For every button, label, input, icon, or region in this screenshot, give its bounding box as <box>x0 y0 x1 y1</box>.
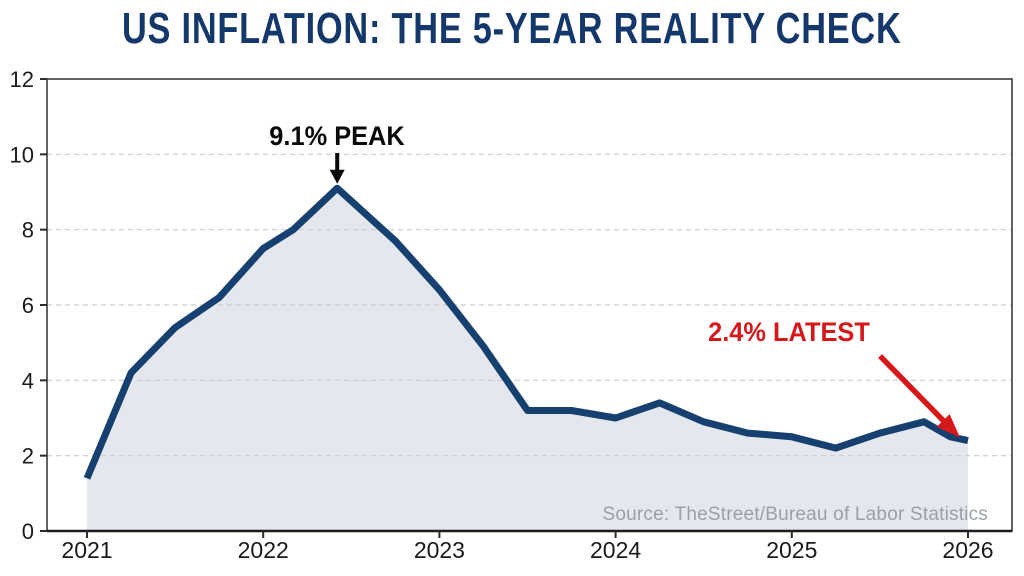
x-axis-tick-label: 2025 <box>766 537 817 563</box>
x-axis-tick-label: 2022 <box>238 537 289 563</box>
y-axis-tick-label: 10 <box>10 142 34 167</box>
area-fill <box>87 188 968 531</box>
latest-arrow-icon <box>878 354 947 424</box>
data-line <box>83 184 969 480</box>
x-axis-tick-label: 2024 <box>590 537 641 563</box>
y-axis-tick-label: 8 <box>22 218 34 243</box>
y-axis-tick-label: 0 <box>22 519 34 544</box>
x-axis-tick-label: 2026 <box>942 537 993 563</box>
latest-arrow-icon <box>936 414 960 438</box>
page-title: US INFLATION: THE 5-YEAR REALITY CHECK <box>122 4 902 53</box>
x-axis-tick-label: 2023 <box>414 537 465 563</box>
peak-annotation-label: 9.1% PEAK <box>269 121 405 151</box>
latest-annotation-label: 2.4% LATEST <box>708 317 870 347</box>
title-wrap: US INFLATION: THE 5-YEAR REALITY CHECK <box>0 4 1024 54</box>
y-axis-tick-label: 12 <box>10 67 34 92</box>
source-credit: Source: TheStreet/Bureau of Labor Statis… <box>602 504 988 525</box>
y-axis-tick-label: 6 <box>22 293 34 318</box>
peak-arrow-icon <box>329 169 345 184</box>
y-axis-tick-label: 2 <box>22 444 34 469</box>
x-axis-tick-label: 2021 <box>61 537 112 563</box>
y-axis-tick-label: 4 <box>22 368 34 393</box>
